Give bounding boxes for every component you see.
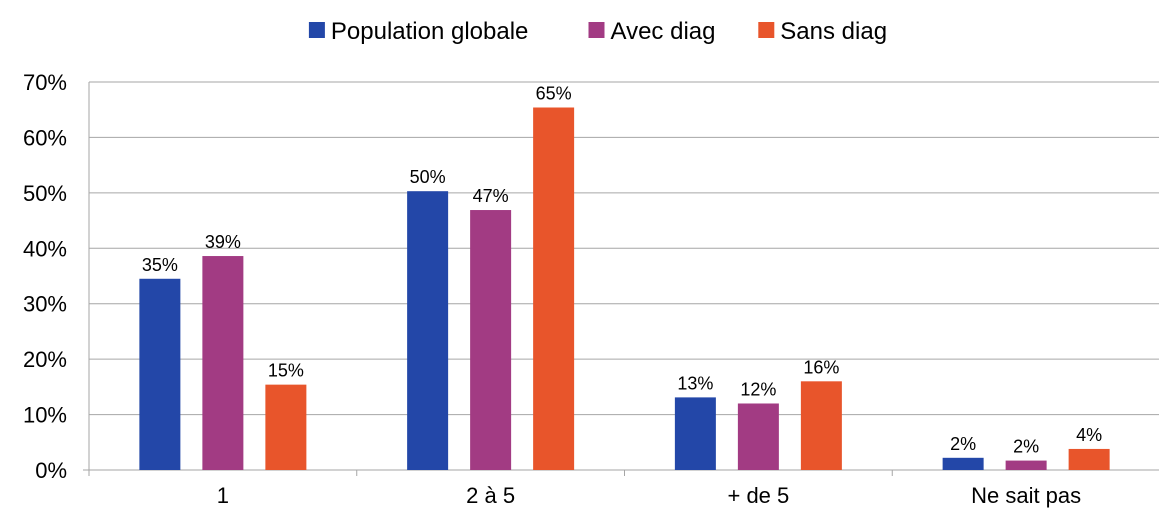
legend-swatch — [758, 22, 775, 38]
data-label: 50% — [410, 167, 446, 187]
bar — [407, 191, 449, 471]
bar — [800, 381, 842, 470]
y-tick-label: 20% — [23, 347, 67, 372]
data-label: 39% — [205, 232, 241, 252]
y-tick-label: 40% — [23, 236, 67, 261]
x-category-label: Ne sait pas — [971, 483, 1081, 508]
bar — [1005, 460, 1047, 470]
bar — [942, 457, 984, 470]
gridlines — [89, 81, 1159, 416]
data-label: 2% — [950, 434, 976, 454]
y-tick-label: 60% — [23, 125, 67, 150]
y-tick-label: 70% — [23, 70, 67, 95]
data-label: 47% — [473, 186, 509, 206]
bar — [674, 397, 716, 470]
legend: Population globale Avec diag Sans diag — [308, 18, 887, 45]
bars — [139, 107, 1110, 471]
y-tick-label: 10% — [23, 403, 67, 428]
x-category-label: 1 — [217, 483, 229, 508]
bar — [533, 107, 575, 471]
data-label: 15% — [268, 361, 304, 381]
x-category-label: 2 à 5 — [466, 483, 515, 508]
data-labels: 35% 39% 15% 50% 47% 65% 13% 12% 16% 2% 2% 4% — [142, 83, 1102, 456]
y-tick-label: 30% — [23, 292, 67, 317]
legend-label: Sans diag — [780, 18, 887, 45]
bar — [202, 256, 244, 470]
data-label: 13% — [677, 373, 713, 393]
data-label: 35% — [142, 255, 178, 275]
axes: 0% 10% 20% 30% 40% 50% 60% 70% 1 2 à 5 + de 5 Ne sa… — [23, 70, 1159, 508]
data-label: 4% — [1076, 425, 1102, 445]
bar — [737, 403, 779, 470]
data-label: 2% — [1013, 437, 1039, 457]
legend-swatch — [308, 22, 325, 38]
legend-label: Avec diag — [611, 18, 716, 45]
bar — [470, 210, 512, 471]
bar — [265, 384, 307, 470]
legend-label: Population globale — [331, 18, 529, 45]
bar — [1068, 448, 1110, 470]
data-label: 12% — [740, 379, 776, 399]
y-tick-label: 50% — [23, 181, 67, 206]
legend-swatch — [588, 22, 605, 38]
data-label: 16% — [803, 357, 839, 377]
data-label: 65% — [536, 83, 572, 103]
bar — [139, 278, 181, 470]
x-category-label: + de 5 — [727, 483, 789, 508]
y-tick-label: 0% — [35, 458, 67, 483]
